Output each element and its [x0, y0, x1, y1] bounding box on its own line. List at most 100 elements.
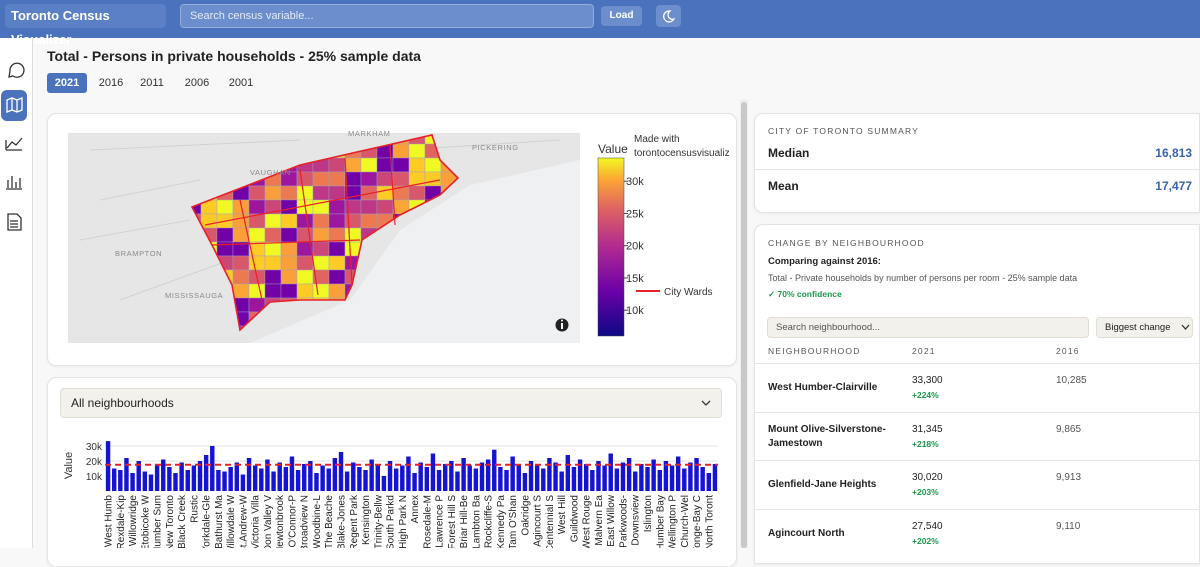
x-tick-label: East Willow: [606, 494, 617, 546]
map-cell: [376, 199, 394, 215]
percent-change: +224%: [912, 390, 939, 400]
map-cell: [264, 227, 282, 243]
map-cell: [312, 283, 330, 299]
x-tick-label: Tam O'Shan: [508, 495, 519, 548]
year-tab[interactable]: 2016: [98, 77, 124, 89]
change-row[interactable]: Mount Olive-Silverstone-Jamestown 31,345 +…: [755, 411, 1200, 460]
x-tick-label: Don Valley V: [263, 495, 274, 548]
bar: [694, 458, 699, 491]
bar: [240, 474, 246, 491]
change-row[interactable]: Agincourt North 27,540 +202% 9,110: [755, 508, 1200, 557]
bar: [210, 445, 215, 491]
year-tab[interactable]: 2021: [47, 73, 87, 93]
change-title: CHANGE BY NEIGHBOURHOOD: [768, 238, 925, 248]
table-icon[interactable]: [7, 213, 22, 231]
x-tick-label: Etobicoke W: [140, 494, 151, 548]
scroll-thumb[interactable]: [741, 102, 747, 548]
app-title[interactable]: Toronto Census Visualizer: [5, 4, 166, 47]
x-tick-label: Malvern Ea: [594, 495, 605, 546]
x-tick-label: Rexdale-Kip: [116, 495, 127, 548]
bar: [449, 461, 454, 491]
x-tick-label: Broadview N: [300, 495, 311, 548]
x-tick-label: Humber Sum: [153, 495, 164, 548]
x-tick-label: Parkwoods-: [618, 495, 629, 548]
bar: [473, 468, 479, 491]
bar: [565, 455, 571, 491]
colorbar-tick-label: 15k: [626, 273, 644, 285]
map-cell: [296, 185, 314, 201]
map-cell: [296, 283, 314, 299]
divider: [755, 169, 1200, 170]
x-tick-label: Yonge-Bay C: [692, 495, 703, 548]
bar: [191, 465, 197, 491]
map-cell: [392, 143, 410, 159]
roads: [79, 139, 561, 301]
year-tab[interactable]: 2011: [140, 77, 164, 89]
search-input[interactable]: Search census variable...: [180, 4, 594, 28]
bar: [344, 471, 350, 491]
bar: [669, 465, 675, 491]
x-tick-label: Regent Park: [349, 494, 360, 548]
map-icon-active[interactable]: [1, 90, 27, 121]
value-2021: 30,020: [912, 472, 943, 483]
map-cell: [312, 241, 330, 257]
map-cell: [312, 185, 330, 201]
x-tick-label: Kensington: [361, 495, 372, 545]
chat-icon[interactable]: [8, 62, 25, 78]
neighbourhood-search[interactable]: Search neighbourhood...: [767, 317, 1089, 338]
map-place-label: BRAMPTON: [115, 249, 162, 258]
bar: [173, 473, 178, 491]
lake: [250, 160, 580, 343]
value-2021: 31,345: [912, 423, 943, 435]
sort-select[interactable]: Biggest change: [1096, 317, 1193, 338]
x-tick-label: Oakridge: [520, 495, 531, 536]
line-chart-icon[interactable]: [5, 137, 23, 151]
x-tick-label: Newtonbrook: [275, 494, 286, 548]
bar-chart-icon[interactable]: [6, 176, 22, 190]
map-cell: [360, 199, 378, 215]
map-place-label: MISSISSAUGA: [165, 291, 223, 300]
year-tab[interactable]: 2006: [184, 77, 210, 89]
bar: [467, 465, 472, 491]
x-tick-label: O'Connor-P: [287, 495, 298, 548]
bar: [265, 459, 270, 491]
info-glyph: [561, 323, 563, 329]
scrollbar[interactable]: [740, 100, 748, 548]
map-cell: [296, 213, 314, 229]
map-cell: [248, 185, 266, 201]
bar: [118, 470, 123, 491]
theme-toggle[interactable]: [656, 5, 681, 27]
map-cell: [328, 157, 346, 173]
x-tick-label: Humber Bay: [655, 495, 666, 548]
map-cell: [344, 213, 362, 229]
map-cell: [200, 213, 218, 229]
map-cell: [264, 269, 282, 285]
map-cell: [360, 157, 378, 173]
bar: [302, 464, 307, 491]
bar: [571, 467, 577, 491]
bar: [436, 470, 442, 491]
bar: [338, 452, 344, 491]
map-cell: [408, 185, 426, 201]
bar: [111, 468, 117, 491]
change-row[interactable]: West Humber-Clairville 33,300 +224% 10,285: [755, 363, 1200, 411]
bar: [148, 474, 154, 491]
bar: [295, 470, 301, 491]
page-title: Total - Persons in private households - …: [47, 48, 421, 64]
map[interactable]: [68, 130, 580, 343]
chevron: [1181, 324, 1190, 330]
value-2016: 9,110: [1056, 520, 1081, 532]
summary-label: Median: [768, 146, 810, 160]
map-cell: [264, 185, 282, 201]
year-tab[interactable]: 2001: [228, 77, 254, 89]
change-row[interactable]: Glenfield-Jane Heights 30,020 +203% 9,913: [755, 460, 1200, 508]
bar: [289, 456, 295, 491]
map-cell: [248, 199, 266, 215]
summary-value: 17,477: [1155, 179, 1192, 193]
sidebar: [0, 38, 33, 548]
summary-value: 16,813: [1155, 146, 1192, 160]
bar: [387, 461, 393, 491]
load-button[interactable]: Load: [601, 6, 642, 26]
neighbourhood-dropdown[interactable]: All neighbourhoods: [60, 388, 722, 418]
percent-change: +203%: [912, 487, 939, 497]
